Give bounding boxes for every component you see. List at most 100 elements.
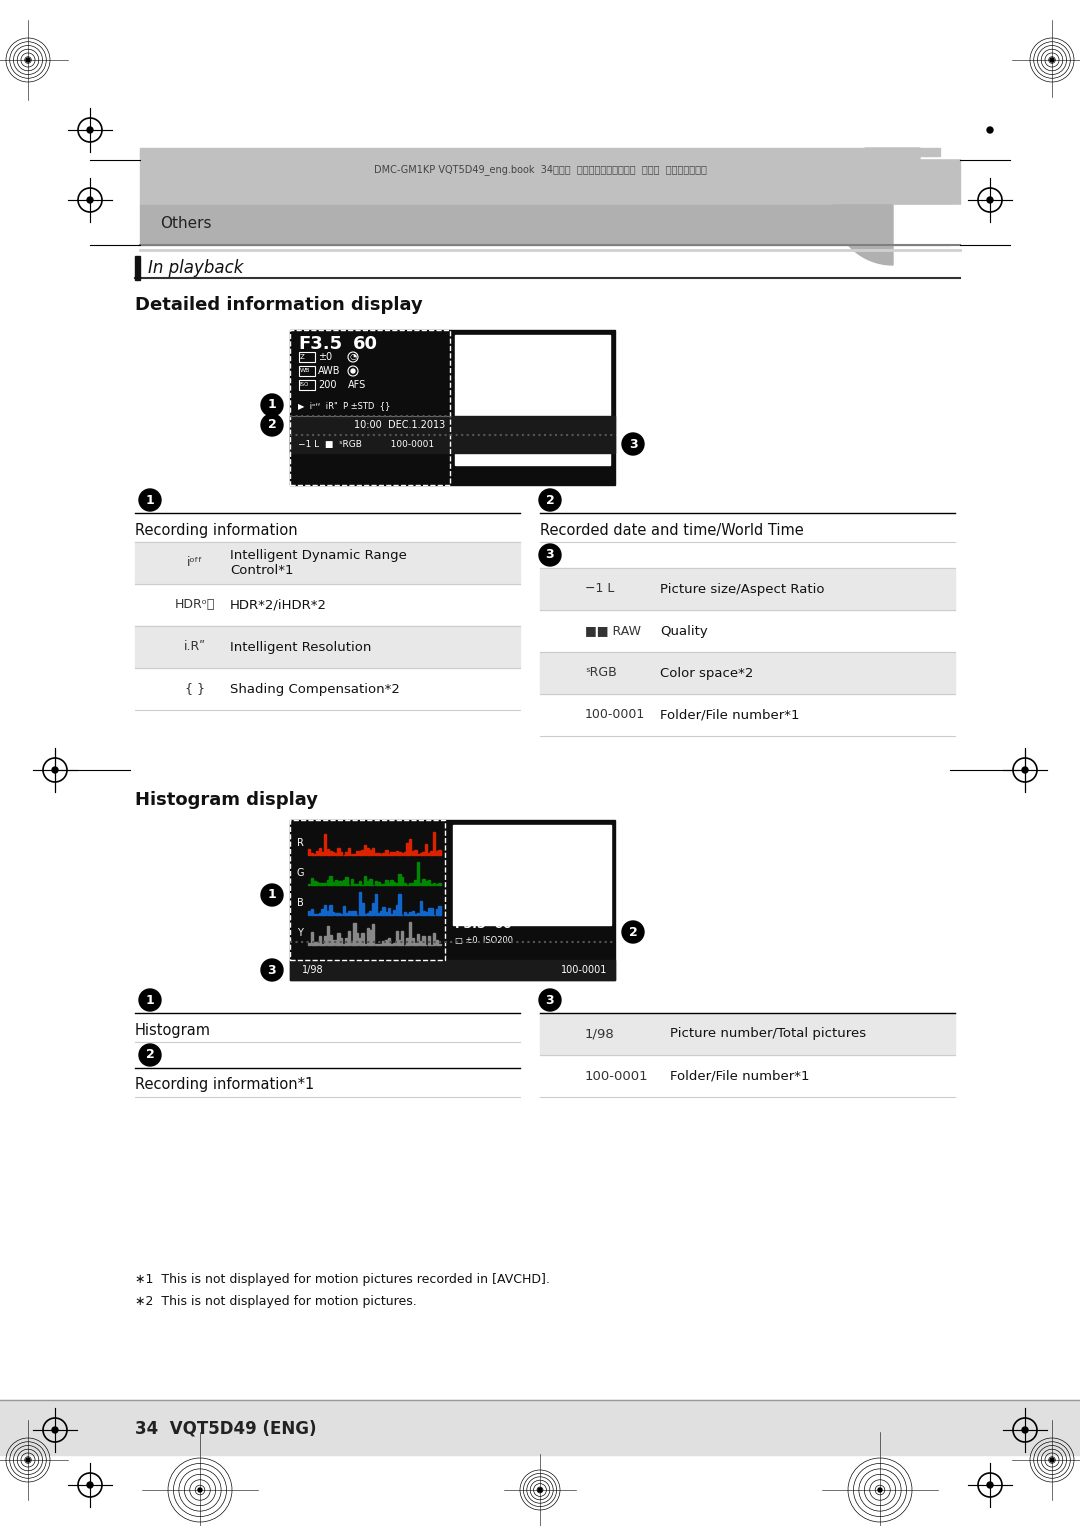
Circle shape (539, 543, 561, 566)
Text: R: R (297, 838, 303, 847)
Bar (377, 914, 379, 916)
Bar (291, 435, 615, 453)
Circle shape (878, 1488, 882, 1492)
Bar (393, 909, 395, 916)
Bar (319, 913, 321, 916)
Bar (369, 850, 372, 855)
Text: F3.5  60: F3.5 60 (455, 919, 512, 931)
Bar (313, 942, 315, 945)
Text: ±0: ±0 (318, 353, 333, 362)
Bar (428, 881, 430, 885)
Bar (435, 940, 438, 945)
Bar (329, 852, 332, 855)
Bar (348, 911, 350, 916)
Bar (311, 909, 313, 916)
Bar (375, 881, 377, 885)
Bar (356, 932, 359, 945)
Bar (364, 876, 366, 885)
Text: ISO: ISO (300, 383, 309, 388)
Bar (366, 913, 369, 916)
Bar (399, 852, 401, 855)
Circle shape (139, 488, 161, 511)
Bar (326, 926, 329, 945)
Bar (382, 940, 384, 945)
Bar (291, 819, 615, 980)
Bar (411, 937, 414, 945)
Bar (369, 931, 372, 945)
Circle shape (87, 197, 93, 203)
Bar (428, 937, 430, 945)
Circle shape (539, 488, 561, 511)
Bar (540, 568, 955, 610)
Bar (401, 931, 404, 945)
Text: iᵒᶠᶠ: iᵒᶠᶠ (187, 557, 203, 569)
Bar (308, 911, 310, 916)
Bar (326, 848, 329, 855)
Bar (435, 908, 438, 916)
Bar (415, 850, 417, 855)
Bar (337, 932, 339, 945)
Bar (372, 925, 374, 945)
Bar (329, 905, 332, 916)
Circle shape (261, 884, 283, 906)
Bar (422, 879, 424, 885)
Bar (428, 908, 430, 916)
Bar (340, 852, 342, 855)
Text: 2: 2 (629, 925, 637, 938)
Bar (361, 932, 364, 945)
Bar (401, 853, 404, 855)
Bar (438, 850, 441, 855)
Bar (426, 913, 428, 916)
Bar (417, 934, 419, 945)
Bar (433, 832, 435, 855)
Bar (409, 922, 411, 945)
Text: Detailed information display: Detailed information display (135, 296, 422, 314)
Bar (375, 853, 377, 855)
Bar (411, 884, 414, 885)
Bar (411, 911, 414, 916)
Bar (335, 940, 337, 945)
Circle shape (351, 369, 355, 372)
Text: 2: 2 (146, 1048, 154, 1062)
Circle shape (87, 1482, 93, 1488)
Text: 34  VQT5D49 (ENG): 34 VQT5D49 (ENG) (135, 1419, 316, 1437)
Bar (404, 884, 406, 885)
Text: −1 L: −1 L (585, 583, 615, 595)
Bar (388, 884, 390, 885)
Bar (0, 1399, 1080, 1454)
Text: 1: 1 (268, 398, 276, 412)
Bar (395, 884, 399, 885)
Text: 1/98: 1/98 (302, 964, 324, 975)
Bar (326, 911, 329, 916)
Bar (351, 879, 353, 885)
Text: AFS: AFS (348, 380, 366, 391)
Wedge shape (865, 148, 920, 203)
Text: Picture number/Total pictures: Picture number/Total pictures (670, 1027, 866, 1041)
Bar (135, 626, 519, 668)
Bar (399, 874, 401, 885)
Text: Intelligent Dynamic Range
Control*1: Intelligent Dynamic Range Control*1 (230, 549, 407, 577)
Bar (422, 935, 424, 945)
Circle shape (539, 989, 561, 1012)
Circle shape (87, 127, 93, 133)
Bar (361, 850, 364, 855)
Bar (356, 852, 359, 855)
Bar (364, 845, 366, 855)
Bar (332, 882, 335, 885)
Bar (316, 850, 319, 855)
Text: F3.5: F3.5 (298, 336, 342, 353)
Bar (359, 852, 361, 855)
Wedge shape (920, 102, 970, 153)
Bar (340, 938, 342, 945)
Bar (291, 330, 450, 485)
Bar (438, 905, 441, 916)
Bar (415, 881, 417, 885)
Bar (395, 905, 399, 916)
Bar (377, 853, 379, 855)
Bar (430, 908, 433, 916)
Bar (335, 913, 337, 916)
Bar (386, 881, 388, 885)
Bar (322, 909, 324, 916)
Circle shape (622, 433, 644, 455)
Bar (395, 931, 399, 945)
